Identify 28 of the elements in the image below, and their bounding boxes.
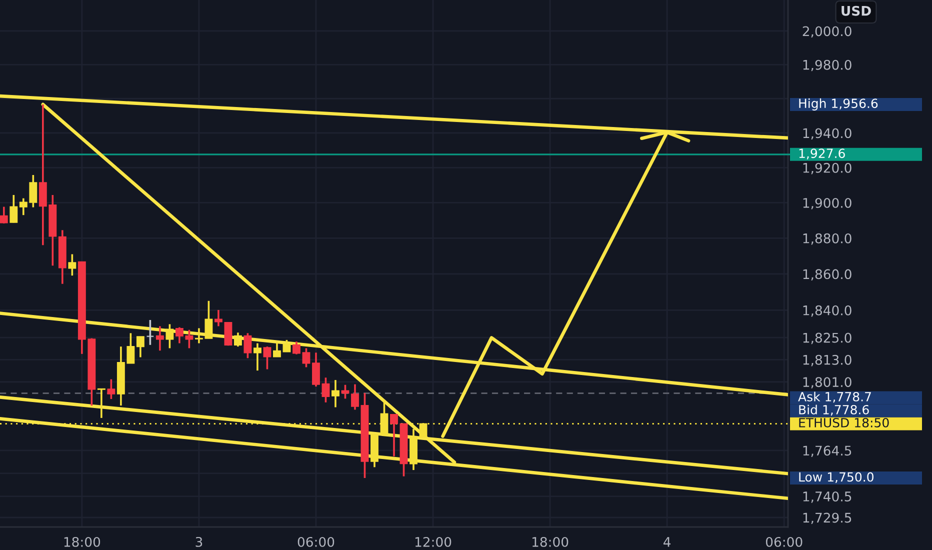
y-tick-label: 1,801.0 — [803, 377, 852, 388]
y-tick-label: 1,880.0 — [803, 233, 852, 245]
y-tick-label: 2,000.0 — [802, 26, 852, 38]
y-tick-label: 1,940.0 — [803, 128, 852, 140]
y-tick-label: 1,740.5 — [803, 491, 852, 503]
y-axis-title: USD — [842, 6, 871, 16]
x-tick-label: 3 — [196, 536, 202, 547]
y-tick-label: 1,729.5 — [803, 512, 852, 524]
text: Bid 1,778.6 — [799, 404, 869, 416]
y-tick-label: 1,860.0 — [803, 269, 852, 281]
text: Low 1,750.0 — [799, 472, 874, 483]
y-tick-label: 1,840.0 — [803, 305, 852, 317]
text: High 1,956.6 — [799, 98, 878, 110]
ref-line-label: 1,927.6 — [799, 148, 845, 160]
x-tick-label: 18:00 — [64, 536, 100, 547]
y-tick-label: 1,920.0 — [803, 162, 852, 174]
y-tick-label: 1,980.0 — [803, 60, 852, 72]
text: Ask 1,778.7 — [798, 392, 871, 403]
x-tick-label: 06:00 — [766, 536, 802, 547]
x-tick-label: 18:00 — [532, 536, 568, 547]
text: ETHUSD 18:50 — [799, 418, 889, 428]
y-tick-label: 1,900.0 — [803, 198, 852, 210]
y-tick-label: 1,764.5 — [803, 446, 852, 457]
x-tick-label: 4 — [664, 537, 671, 547]
y-tick-label: 1,813.0 — [803, 354, 852, 366]
y-tick-label: 1,825.0 — [803, 332, 852, 344]
x-tick-label: 12:00 — [415, 536, 452, 547]
x-tick-label: 06:00 — [298, 536, 334, 547]
